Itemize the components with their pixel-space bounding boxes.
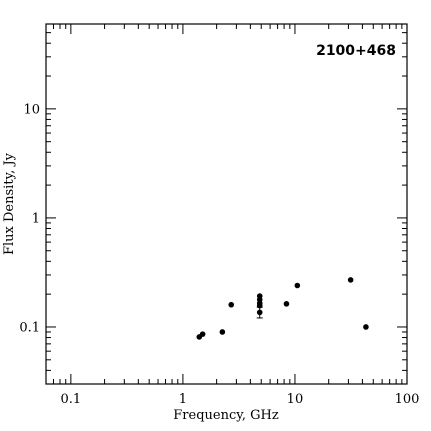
y-tick-label: 0.1: [19, 320, 40, 335]
tick-labels: 0.1 1 10 100 0.1 1 10: [19, 102, 419, 407]
data-point: [363, 324, 369, 330]
x-tick-label: 10: [287, 392, 304, 407]
y-axis-label: Flux Density, Jy: [2, 152, 17, 255]
data-point: [219, 329, 226, 335]
y-tick-label: 10: [23, 102, 40, 117]
data-point: [283, 301, 290, 307]
chart-title: 2100+468: [316, 43, 396, 59]
x-tick-label: 0.1: [61, 392, 82, 407]
x-tick-label: 1: [179, 392, 187, 407]
x-axis-label: Frequency, GHz: [173, 408, 279, 423]
axis-ticks: [45, 23, 408, 385]
x-tick-label: 100: [395, 392, 420, 407]
plot-frame: [45, 23, 408, 385]
data-point: [347, 277, 354, 283]
data-point: [228, 301, 235, 308]
y-tick-label: 1: [32, 211, 40, 226]
data-point: [256, 309, 263, 316]
data-point: [199, 331, 206, 337]
data-point: [294, 282, 301, 289]
data-points: [196, 277, 369, 340]
